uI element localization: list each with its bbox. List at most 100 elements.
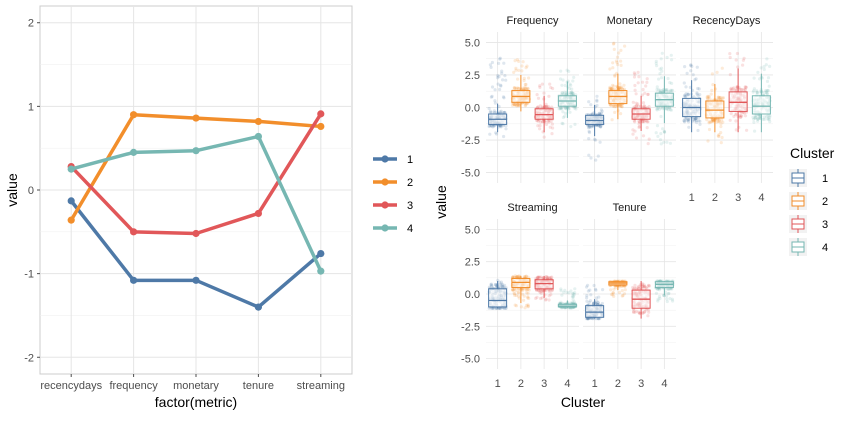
cluster-legend: Cluster 1 2 3 4 [789,145,835,256]
jitter-point [665,140,669,144]
jitter-point [524,103,528,107]
jitter-point [500,69,504,73]
jitter-point [642,104,646,108]
jitter-point [660,89,664,93]
jitter-point [691,73,695,77]
jitter-point [516,77,520,81]
jitter-point [636,104,641,108]
jitter-point [719,125,723,129]
jitter-point [516,290,520,294]
jitter-point [544,289,548,293]
jitter-point [560,91,564,95]
y-axis-title: value [433,185,449,219]
jitter-point [766,117,770,121]
jitter-point [768,115,772,119]
jitter-point [656,106,660,110]
jitter-point [661,127,665,131]
jitter-point [544,105,548,109]
jitter-point [526,303,530,307]
jitter-point [766,114,770,118]
jitter-point [758,115,762,119]
jitter-point [487,106,491,111]
jitter-point [637,119,641,123]
y-tick-label: -2.5 [461,321,480,333]
jitter-point [551,86,555,91]
jitter-point [497,104,501,109]
jitter-point [573,106,577,110]
jitter-point [516,103,520,107]
jitter-point [547,294,551,298]
jitter-point [513,103,517,107]
jitter-point [618,86,622,90]
data-point-4 [254,132,262,141]
jitter-point [516,102,520,106]
jitter-point [656,299,660,303]
jitter-point [641,311,645,315]
jitter-point [711,118,715,122]
jitter-point [682,119,686,123]
jitter-point [593,287,598,291]
jitter-point [490,85,495,89]
legend-swatch-point [381,155,389,163]
jitter-point [523,86,527,90]
x-tick-label: 3 [541,378,547,390]
jitter-point [665,106,669,111]
jitter-point [697,119,701,123]
x-tick-label: recencydays [40,380,102,392]
jitter-point [586,317,590,321]
jitter-point [512,70,516,74]
jitter-point [694,117,698,121]
jitter-point [536,105,540,109]
jitter-point [633,129,637,133]
jitter-point [500,71,504,75]
jitter-point [520,69,524,73]
jitter-point [707,94,711,98]
jitter-point [657,288,662,292]
jitter-point [646,92,650,96]
jitter-point [631,100,635,104]
jitter-point [620,104,624,108]
jitter-point [656,134,660,138]
jitter-point [545,104,549,108]
jitter-point [561,91,565,95]
jitter-point [670,58,674,62]
jitter-point [544,122,549,126]
jitter-point [559,289,563,293]
jitter-point [717,96,721,100]
jitter-point [755,89,759,93]
jitter-point [684,85,688,89]
jitter-point [695,92,699,96]
jitter-point [515,58,520,62]
jitter-point [608,85,612,89]
jitter-point [694,116,698,120]
jitter-point [572,300,576,304]
jitter-point [544,275,549,279]
jitter-point [499,109,503,113]
jitter-point [631,128,635,132]
jitter-point [493,99,497,103]
jitter-point [524,274,528,278]
jitter-point [546,275,550,279]
jitter-point [524,102,528,106]
jitter-point [668,287,672,291]
jitter-point [615,55,620,59]
jitter-point [594,288,598,292]
jitter-point [695,120,699,125]
jitter-point [498,110,502,114]
y-tick-label: -2.5 [461,135,480,147]
jitter-point [521,288,525,292]
jitter-point [523,85,527,89]
jitter-point [564,107,568,111]
jitter-point [644,286,648,290]
jitter-point [608,86,612,91]
jitter-point [517,104,521,108]
data-point-3 [192,229,200,238]
jitter-point [644,119,649,123]
jitter-point [613,110,617,114]
jitter-point [608,67,612,71]
facet-title: Streaming [507,202,557,214]
jitter-point [645,80,649,84]
jitter-point [526,304,530,308]
jitter-point [657,107,662,111]
jitter-point [665,299,669,304]
